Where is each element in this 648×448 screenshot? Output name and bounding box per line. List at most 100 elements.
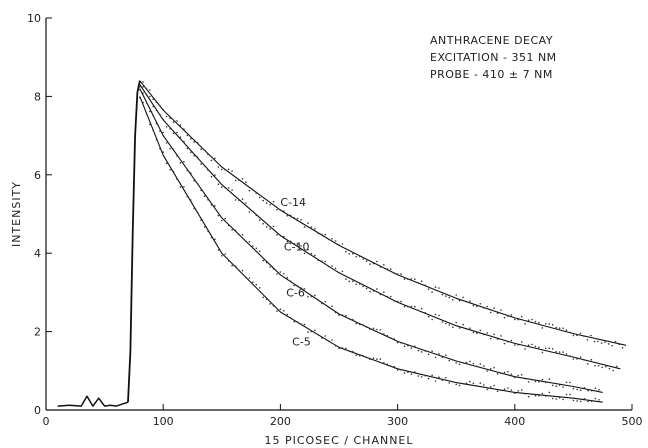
data-point <box>296 217 299 220</box>
data-point <box>517 344 519 346</box>
data-point <box>358 255 361 258</box>
data-point <box>438 314 440 317</box>
data-point <box>348 280 351 283</box>
data-point <box>598 399 600 401</box>
data-point <box>272 305 275 307</box>
data-point <box>514 344 516 346</box>
data-point <box>314 329 316 332</box>
data-point <box>545 347 547 350</box>
data-point <box>594 365 596 367</box>
data-point <box>327 340 330 343</box>
data-point <box>293 321 296 323</box>
data-point <box>424 350 427 352</box>
data-point <box>520 315 523 318</box>
data-point <box>142 101 144 104</box>
data-point <box>362 258 364 260</box>
data-point <box>493 366 495 369</box>
data-point <box>283 235 285 238</box>
data-point <box>500 389 502 392</box>
data-point <box>503 317 506 319</box>
data-point <box>207 153 209 156</box>
data-point <box>258 196 261 199</box>
data-point <box>555 326 557 329</box>
data-point <box>579 389 582 392</box>
data-point <box>472 362 475 365</box>
data-point <box>414 278 416 281</box>
fit-curve-c-5 <box>139 96 603 403</box>
x-axis-title: 15 PICOSEC / CHANNEL <box>264 434 413 447</box>
data-point <box>583 335 585 337</box>
data-point <box>607 343 610 345</box>
data-point <box>438 287 440 289</box>
data-point <box>579 332 582 335</box>
data-point <box>531 343 533 346</box>
data-point <box>507 341 509 343</box>
data-point <box>517 390 519 392</box>
data-point <box>183 140 185 143</box>
data-point <box>310 252 313 255</box>
data-point <box>331 305 333 308</box>
data-point <box>176 155 178 157</box>
data-point <box>576 358 578 360</box>
data-point <box>393 272 396 275</box>
data-point <box>465 327 468 330</box>
data-point <box>465 300 468 303</box>
data-point <box>383 291 385 293</box>
data-point <box>317 299 320 301</box>
data-point <box>438 353 440 355</box>
data-point <box>221 186 223 188</box>
data-point <box>587 363 589 365</box>
data-point <box>520 341 523 343</box>
data-point <box>383 362 385 364</box>
data-point <box>496 338 499 340</box>
data-point <box>238 233 240 236</box>
data-point <box>407 305 409 308</box>
data-point <box>139 96 141 99</box>
data-point <box>145 113 148 115</box>
data-point <box>162 108 164 111</box>
data-point <box>379 293 382 296</box>
data-point <box>165 162 168 165</box>
data-point <box>517 374 519 377</box>
data-point <box>279 271 282 273</box>
data-point <box>345 314 347 317</box>
data-point <box>469 300 471 303</box>
data-point <box>217 183 220 185</box>
data-point <box>248 241 251 243</box>
data-point <box>594 397 597 400</box>
data-point <box>455 321 458 324</box>
data-point <box>458 327 461 329</box>
data-point <box>410 305 413 308</box>
data-point <box>445 377 447 379</box>
data-point <box>224 217 226 220</box>
data-point <box>338 314 340 316</box>
data-point <box>572 399 575 402</box>
x-tick-label: 0 <box>43 415 50 428</box>
data-point <box>576 334 578 337</box>
data-point <box>238 269 240 272</box>
data-point <box>448 324 451 326</box>
data-point <box>389 365 392 367</box>
data-point <box>196 156 199 158</box>
data-point <box>355 255 358 258</box>
data-point <box>396 341 399 344</box>
data-point <box>562 398 564 401</box>
data-point <box>396 273 399 275</box>
data-point <box>362 355 364 357</box>
data-point <box>289 214 292 217</box>
data-point <box>289 280 292 283</box>
data-point <box>479 382 482 384</box>
data-point <box>462 362 464 364</box>
data-point <box>152 105 154 108</box>
data-point <box>576 400 578 402</box>
data-point <box>541 378 544 381</box>
data-point <box>169 128 171 130</box>
data-point <box>527 319 530 322</box>
data-point <box>238 199 240 201</box>
data-point <box>372 327 375 330</box>
data-point <box>583 387 586 389</box>
data-point <box>245 240 247 243</box>
data-point <box>476 305 478 308</box>
data-point <box>486 370 489 372</box>
